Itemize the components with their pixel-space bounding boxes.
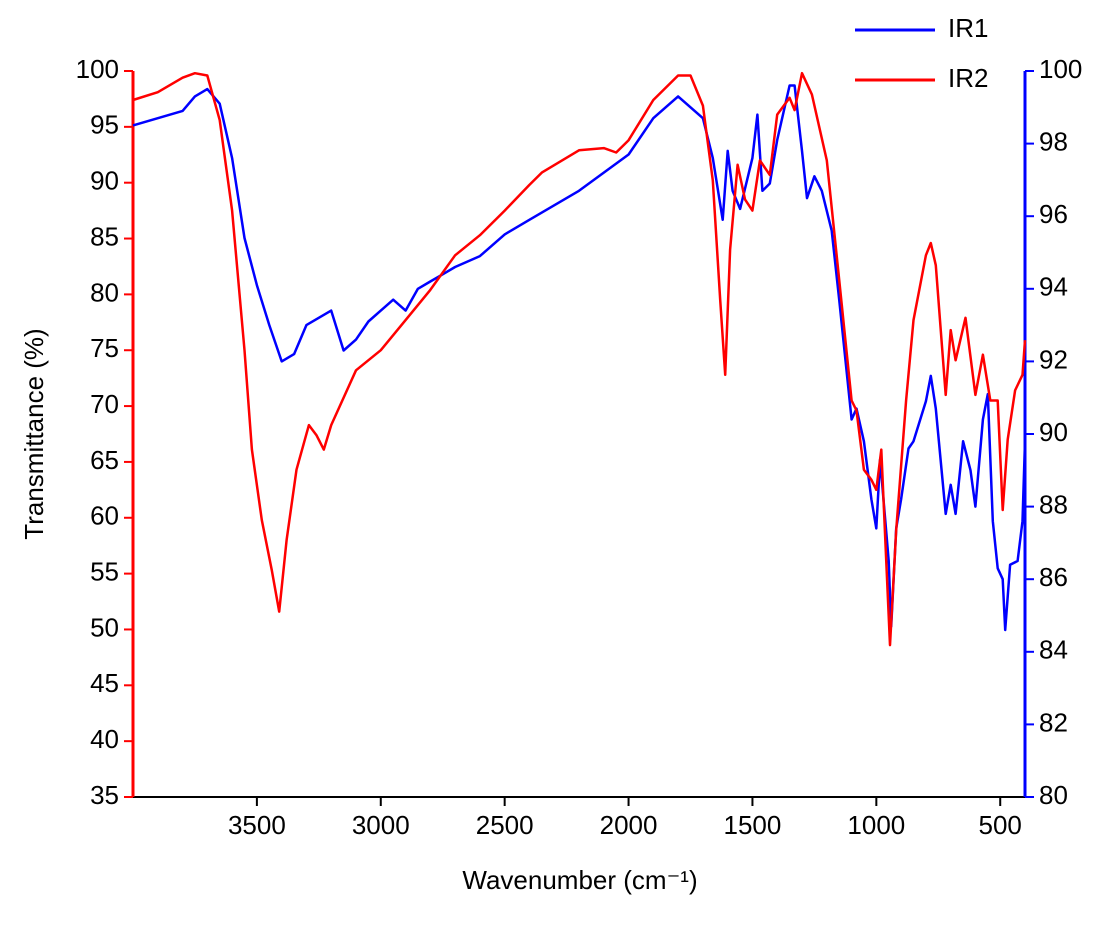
y2-tick-label: 96 [1039,199,1068,229]
x-tick-label: 500 [979,810,1022,840]
x-tick-label: 3000 [352,810,410,840]
x-tick-label: 1500 [724,810,782,840]
legend-label: IR2 [948,63,988,93]
y-tick-label: 50 [90,612,119,642]
x-tick-label: 3500 [228,810,286,840]
y-tick-label: 35 [90,780,119,810]
y2-tick-label: 92 [1039,344,1068,374]
y2-tick-label: 84 [1039,635,1068,665]
y-tick-label: 100 [76,54,119,84]
series-line [132,71,1027,647]
series-line [132,84,1027,632]
x-tick-label: 1000 [847,810,905,840]
y2-tick-label: 86 [1039,562,1068,592]
x-tick-label: 2500 [476,810,534,840]
y-tick-label: 60 [90,501,119,531]
x-tick-label: 2000 [600,810,658,840]
y-axis-label: Transmittance (%) [19,328,49,539]
x-axis-label: Wavenumber (cm⁻¹) [462,865,697,895]
y2-tick-label: 94 [1039,272,1068,302]
y2-tick-label: 82 [1039,707,1068,737]
y-tick-label: 40 [90,724,119,754]
y-tick-label: 95 [90,110,119,140]
y-tick-label: 85 [90,221,119,251]
y2-tick-label: 80 [1039,780,1068,810]
y-tick-label: 80 [90,277,119,307]
y2-tick-label: 100 [1039,54,1082,84]
y2-tick-label: 88 [1039,489,1068,519]
y-tick-label: 45 [90,668,119,698]
y-tick-label: 70 [90,389,119,419]
y-tick-label: 90 [90,166,119,196]
legend-label: IR1 [948,13,988,43]
y-tick-label: 75 [90,333,119,363]
y-tick-label: 55 [90,556,119,586]
y2-tick-label: 90 [1039,417,1068,447]
y2-tick-label: 98 [1039,126,1068,156]
y-tick-label: 65 [90,445,119,475]
